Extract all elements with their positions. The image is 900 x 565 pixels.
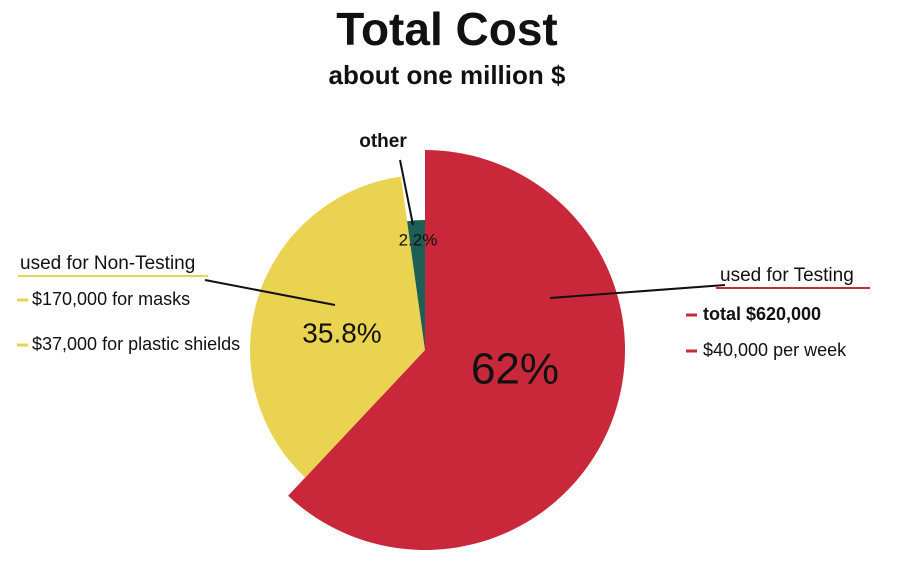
chart-subtitle: about one million $ [329,60,566,90]
leader-line [399,159,414,226]
annotation: total $620,000 [703,304,821,324]
pie-slice [288,150,625,550]
leader-line [549,284,726,299]
category-label: other [359,131,407,152]
pie-slice [250,176,425,478]
value-label: 2.2% [399,230,438,249]
value-label: 35.8% [302,317,381,348]
pie-slice [407,220,425,350]
chart-title: Total Cost [336,3,557,55]
category-label: used for Non-Testing [20,253,195,274]
value-label: 62% [471,345,559,394]
annotation: $40,000 per week [703,340,847,360]
annotation: $170,000 for masks [32,289,190,309]
category-label: used for Testing [720,265,854,286]
annotation: $37,000 for plastic shields [32,334,240,354]
leader-line [204,279,336,306]
